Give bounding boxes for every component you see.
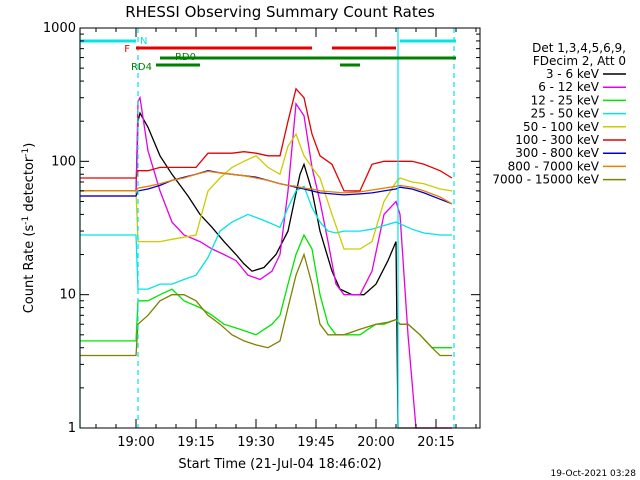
- legend-label-2: 12 - 25 keV: [531, 93, 600, 107]
- series-line-8: [80, 252, 452, 357]
- legend-label-5: 100 - 300 keV: [515, 133, 599, 147]
- y-axis-label: Count Rate (s-1 detector-1): [21, 143, 37, 314]
- plot-frame: [79, 27, 481, 429]
- x-axis: 19:00 19:15 19:30 19:45 20:00 20:15: [95, 28, 477, 450]
- series-line-0: [80, 111, 452, 429]
- series-line-7: [80, 170, 453, 205]
- y-axis-label-part: ): [22, 143, 37, 148]
- x-tick-label: 19:45: [297, 435, 334, 450]
- legend-label-4: 50 - 100 keV: [523, 120, 600, 134]
- x-tick-label: 19:00: [117, 435, 154, 450]
- y-tick-label: 1: [68, 421, 76, 436]
- flag-label-rd4: RD4: [131, 62, 152, 73]
- series-layer: [80, 87, 453, 429]
- legend-label-8: 7000 - 15000 keV: [492, 173, 599, 187]
- series-line-5: [80, 87, 453, 192]
- x-tick-label: 20:15: [417, 435, 454, 450]
- vline-layer: [79, 28, 455, 428]
- y-tick-label: 1000: [43, 21, 76, 36]
- legend-header-line-2: FDecim 2, Att 0: [533, 54, 626, 68]
- footer-timestamp: 19-Oct-2021 03:28: [551, 469, 637, 479]
- x-axis-label: Start Time (21-Jul-04 18:46:02): [178, 457, 381, 472]
- flag-label-rd0: RD0: [175, 52, 196, 63]
- y-tick-label: 10: [59, 288, 76, 303]
- y-axis: 1 10 100 1000: [43, 21, 480, 436]
- x-tick-label: 19:15: [177, 435, 214, 450]
- y-tick-label: 100: [51, 154, 76, 169]
- legend-label-0: 3 - 6 keV: [546, 67, 600, 81]
- series-line-1: [80, 95, 452, 429]
- flag-label-f: F: [124, 44, 130, 55]
- legend-label-1: 6 - 12 keV: [538, 80, 600, 94]
- x-tick-label: 19:30: [237, 435, 274, 450]
- y-axis-label-sup: -1: [21, 148, 31, 157]
- series-line-4: [80, 132, 453, 250]
- legend-header-line-1: Det 1,3,4,5,6,9,: [532, 41, 626, 55]
- legend-label-3: 25 - 50 keV: [531, 107, 600, 121]
- series-line-3: [80, 185, 452, 290]
- y-axis-label-sup: -1: [21, 216, 31, 225]
- chart-title: RHESSI Observing Summary Count Rates: [125, 3, 435, 21]
- legend-label-7: 800 - 7000 keV: [508, 159, 600, 173]
- y-axis-label-part: Count Rate (s: [22, 225, 37, 314]
- y-axis-label-part: detector: [22, 156, 37, 216]
- flag-layer: NF RD0 RD4: [80, 36, 456, 73]
- flag-label-n: N: [140, 36, 147, 47]
- x-tick-label: 20:00: [357, 435, 394, 450]
- legend-label-6: 300 - 800 keV: [515, 146, 599, 160]
